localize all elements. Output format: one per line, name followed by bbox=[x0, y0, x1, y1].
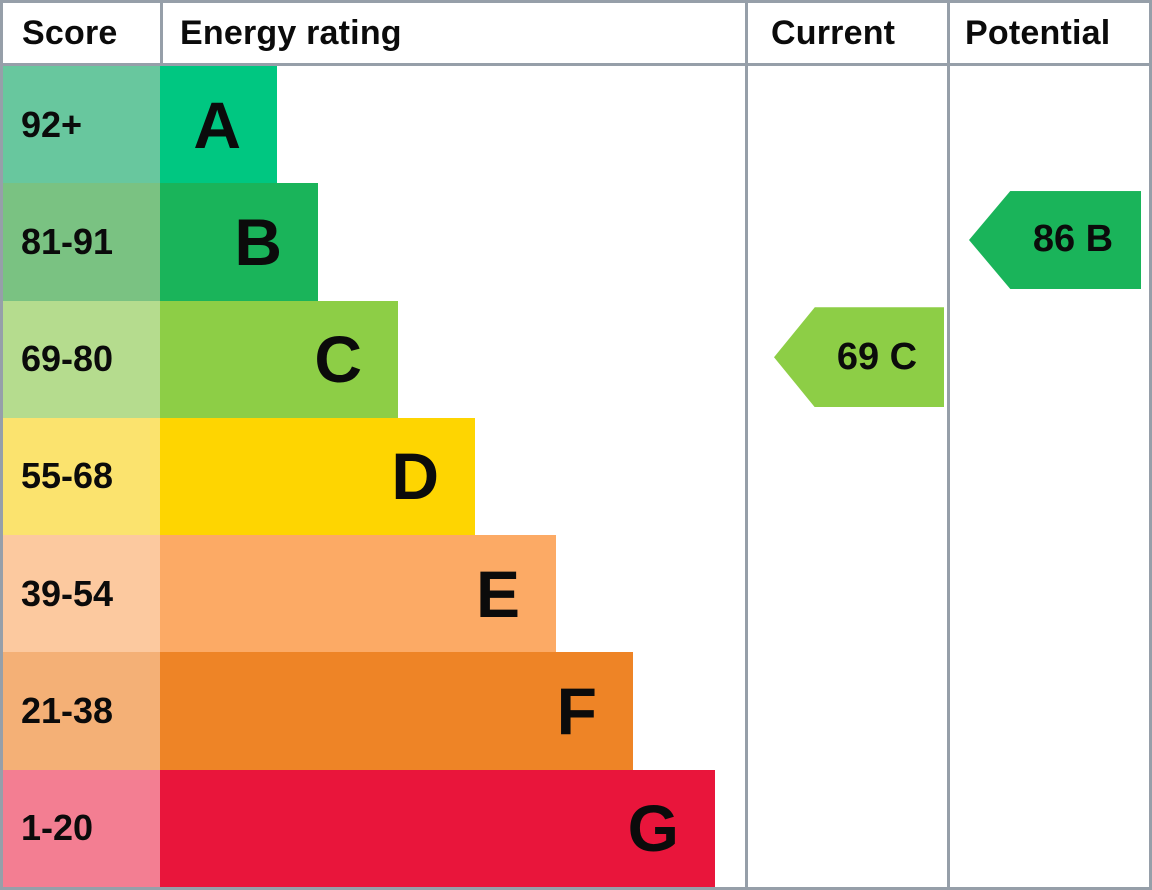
band-score-range-g: 1-20 bbox=[3, 769, 160, 887]
band-row-e: 39-54 E bbox=[3, 535, 1149, 653]
header-current: Current bbox=[771, 13, 896, 52]
band-bar-f: F bbox=[160, 652, 633, 770]
band-row-b: 81-91 B 86 B bbox=[3, 183, 1149, 301]
band-bar-d: D bbox=[160, 417, 475, 536]
band-score-range-d: 55-68 bbox=[3, 417, 160, 536]
current-rating-arrow: 69 C bbox=[774, 307, 944, 408]
band-bar-g: G bbox=[160, 769, 715, 887]
band-bar-c: C bbox=[160, 300, 398, 418]
divider-energy-current bbox=[745, 3, 748, 887]
band-row-c: 69-80 C 69 C bbox=[3, 300, 1149, 418]
band-bar-b: B bbox=[160, 183, 318, 301]
band-score-range-b: 81-91 bbox=[3, 183, 160, 301]
band-score-range-f: 21-38 bbox=[3, 652, 160, 770]
band-score-range-a: 92+ bbox=[3, 66, 160, 184]
header-score: Score bbox=[22, 13, 118, 52]
potential-rating-arrow: 86 B bbox=[969, 190, 1141, 289]
chart-body: 92+ A 81-91 B 86 B 69-80 C 69 C 55-68 D … bbox=[3, 66, 1149, 887]
band-row-f: 21-38 F bbox=[3, 652, 1149, 770]
band-row-d: 55-68 D bbox=[3, 417, 1149, 536]
band-bar-e: E bbox=[160, 535, 556, 653]
header-energy-rating: Energy rating bbox=[180, 13, 402, 52]
divider-current-potential bbox=[947, 3, 950, 887]
band-row-g: 1-20 G bbox=[3, 769, 1149, 887]
band-score-range-c: 69-80 bbox=[3, 300, 160, 418]
band-row-a: 92+ A bbox=[3, 66, 1149, 184]
chart-header-row: Score Energy rating Current Potential bbox=[3, 3, 1149, 66]
band-score-range-e: 39-54 bbox=[3, 535, 160, 653]
header-potential: Potential bbox=[965, 13, 1111, 52]
band-bar-a: A bbox=[160, 66, 277, 184]
divider-score-energy bbox=[160, 3, 163, 66]
